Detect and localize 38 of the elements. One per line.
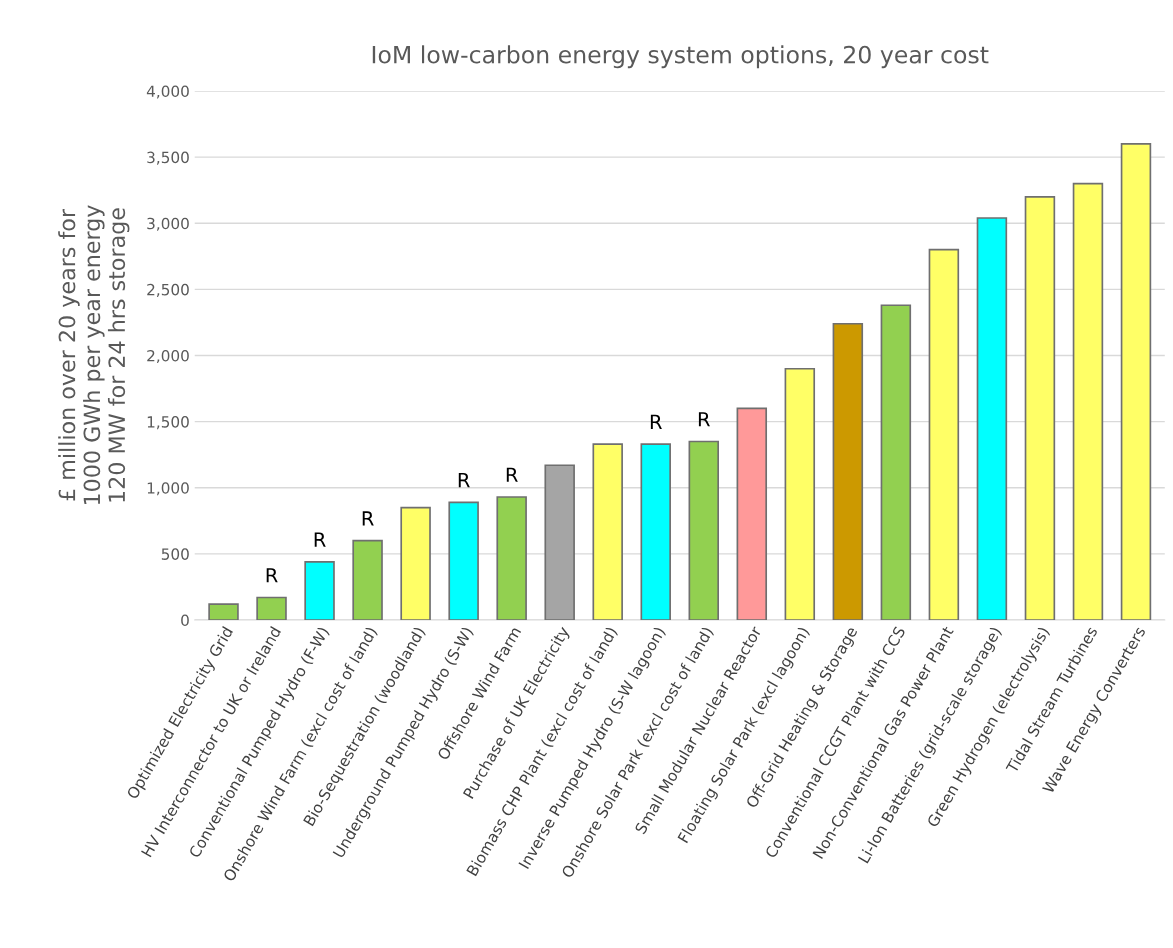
bar — [736, 407, 768, 620]
y-tick-label: 1,500 — [147, 416, 189, 430]
bar — [928, 248, 960, 620]
y-tick-label: 2,000 — [147, 349, 189, 364]
y-tick-label: 500 — [161, 548, 189, 560]
y-tick-label: 2,500 — [147, 283, 189, 297]
annotation: R — [698, 412, 710, 427]
bar — [304, 560, 335, 620]
bar — [544, 464, 575, 620]
annotation: R — [314, 532, 326, 547]
bar — [880, 304, 912, 620]
bar — [688, 440, 720, 620]
bar — [496, 496, 527, 620]
annotation: R — [362, 511, 374, 526]
bar — [256, 596, 287, 620]
bar — [1072, 182, 1104, 620]
y-tick-label: 4,000 — [146, 85, 189, 99]
y-tick-label: 3,500 — [147, 151, 189, 165]
bar — [1024, 195, 1056, 620]
annotation: R — [650, 414, 662, 429]
chart-title: IoM low-carbon energy system options, 20 year cost — [372, 45, 989, 69]
bar — [976, 217, 1008, 620]
bar — [592, 443, 623, 620]
bar — [400, 506, 431, 620]
bar — [1120, 143, 1152, 620]
y-tick-label: 3,000 — [147, 217, 189, 231]
bar — [784, 367, 816, 620]
bar — [352, 539, 383, 620]
bar — [832, 322, 864, 620]
bar — [448, 501, 479, 620]
annotation: R — [266, 568, 278, 583]
bar — [640, 443, 671, 620]
annotation: R — [458, 472, 470, 488]
annotation: R — [506, 467, 518, 482]
y-tick-label: 1,000 — [147, 482, 189, 496]
y-axis-title: £ million over 20 years for 1000 GWh per year energy 120 MW for 24 hrs storage — [58, 205, 130, 505]
y-tick-label: 0 — [181, 614, 189, 627]
bar — [208, 603, 239, 620]
